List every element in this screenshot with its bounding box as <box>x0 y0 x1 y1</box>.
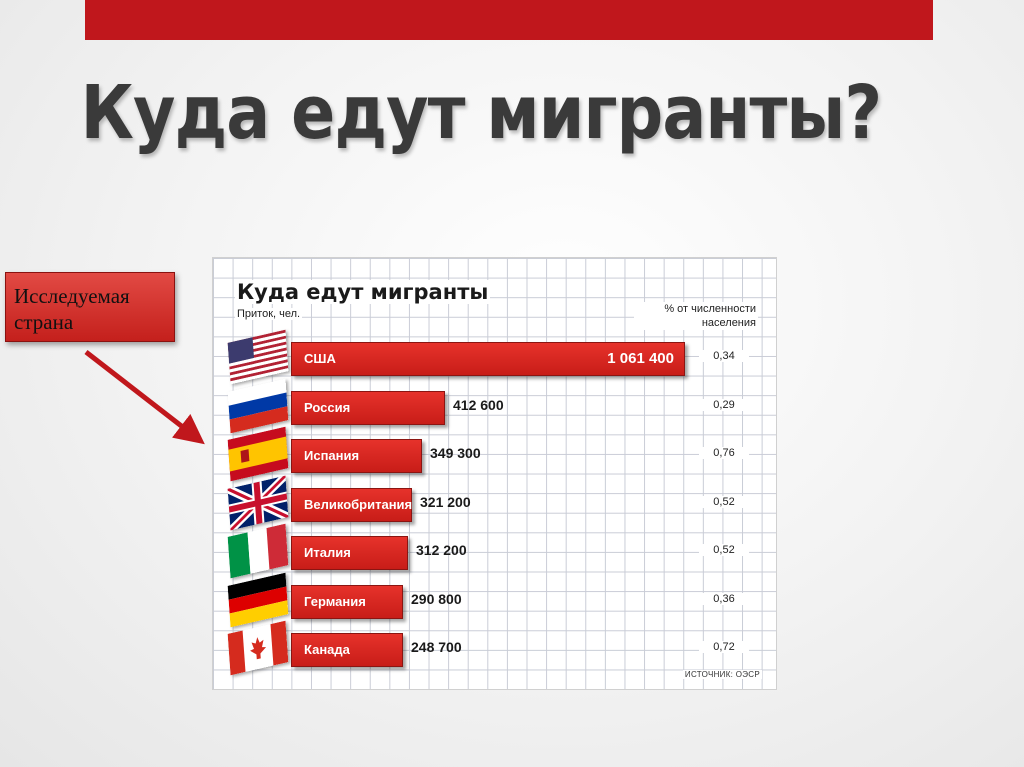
chart-row: Канада 248 700 0,72 <box>213 620 776 676</box>
percent-of-population: 0,34 <box>699 350 749 362</box>
percent-column-header: % от численности населения <box>634 302 758 330</box>
percent-of-population: 0,72 <box>699 641 749 653</box>
bar-category-label: Италия <box>304 545 351 560</box>
percent-of-population: 0,76 <box>699 447 749 459</box>
italy-flag-icon <box>227 523 289 579</box>
chart-subtitle: Приток, чел. <box>235 308 303 320</box>
chart-row: Испания 349 300 0,76 <box>213 426 776 482</box>
chart-title: Куда едут мигранты <box>235 280 491 304</box>
callout-line-2: страна <box>14 310 74 334</box>
bar-value-label: 248 700 <box>411 639 462 655</box>
callout-box: Исследуемая страна <box>5 272 175 342</box>
chart-bar: Италия <box>291 536 408 570</box>
canada-flag-icon <box>227 620 289 676</box>
bar-category-label: Германия <box>304 593 366 609</box>
chart-bar: США 1 061 400 <box>291 342 685 376</box>
bar-category-label: Канада <box>304 642 350 657</box>
russia-flag-icon <box>227 378 289 433</box>
spain-flag-icon <box>227 426 289 482</box>
bar-category-label: Россия <box>304 399 351 415</box>
chart-bar: Испания <box>291 439 422 473</box>
chart-row: Россия 412 600 0,29 <box>213 378 776 433</box>
bar-category-label: Испания <box>304 448 360 463</box>
bar-value-label: 412 600 <box>453 396 504 413</box>
top-accent-bar <box>85 0 933 40</box>
chart-row: Германия 290 800 0,36 <box>213 572 776 627</box>
chart-source: ИСТОЧНИК: ОЭСР <box>682 670 762 679</box>
chart-bar: Россия <box>291 390 445 425</box>
percent-of-population: 0,36 <box>699 592 749 605</box>
chart-bar: Канада <box>291 633 403 667</box>
bar-value-label: 1 061 400 <box>607 350 674 367</box>
bar-value-label: 312 200 <box>416 542 467 558</box>
infographic-panel: Куда едут мигранты Приток, чел. % от чис… <box>212 257 777 690</box>
chart-bar: Германия <box>291 584 403 619</box>
bar-value-label: 290 800 <box>411 590 462 607</box>
uk-flag-icon <box>225 472 291 533</box>
percent-of-population: 0,29 <box>699 398 749 411</box>
chart-row: Великобритания 321 200 0,52 <box>213 472 776 533</box>
usa-flag-icon <box>227 329 289 385</box>
callout-line-1: Исследуемая <box>14 284 130 308</box>
chart-bar: Великобритания <box>291 487 413 522</box>
percent-of-population: 0,52 <box>699 544 749 556</box>
bar-value-label: 349 300 <box>430 445 481 461</box>
bar-category-label: Великобритания <box>304 496 413 512</box>
chart-row: Италия 312 200 0,52 <box>213 523 776 579</box>
germany-flag-icon <box>227 572 289 627</box>
slide-title: Куда едут мигранты? <box>80 70 883 156</box>
bar-category-label: США <box>304 351 336 366</box>
percent-of-population: 0,52 <box>699 495 749 508</box>
chart-row: США 1 061 400 0,34 <box>213 329 776 385</box>
bar-value-label: 321 200 <box>420 493 471 510</box>
